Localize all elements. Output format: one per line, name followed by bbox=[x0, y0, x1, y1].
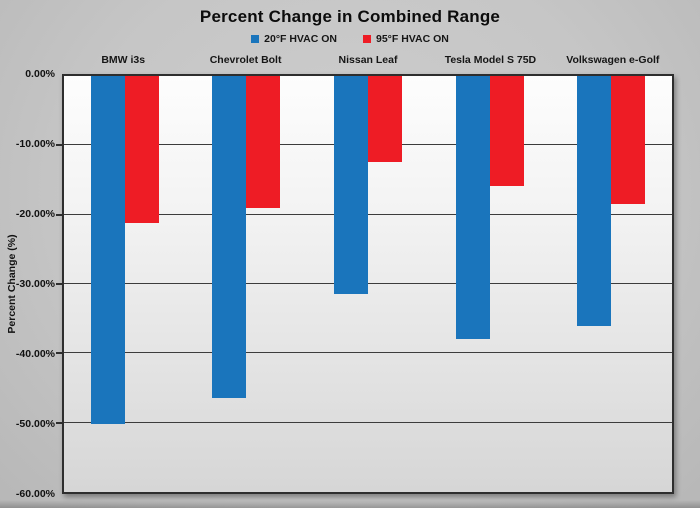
y-axis-label: -40.00% bbox=[15, 348, 55, 360]
category-label-volkswagen-e-golf: Volkswagen e-Golf bbox=[566, 54, 660, 66]
chart-title: Percent Change in Combined Range bbox=[199, 7, 501, 26]
bar bbox=[611, 76, 646, 204]
y-axis-label: -60.00% bbox=[15, 488, 55, 500]
bar-group-tesla-model-s-75d bbox=[429, 76, 551, 492]
legend-swatch-red-icon bbox=[363, 35, 371, 43]
y-axis-label: -50.00% bbox=[15, 418, 55, 430]
bar bbox=[577, 76, 612, 326]
gridline bbox=[64, 283, 672, 284]
y-axis-tick bbox=[56, 283, 62, 285]
legend: 20°F HVAC ON 95°F HVAC ON bbox=[0, 33, 700, 45]
bar bbox=[246, 76, 281, 208]
bar bbox=[212, 76, 247, 399]
gridline bbox=[64, 213, 672, 215]
category-label-bmw-i3s: BMW i3s bbox=[101, 54, 146, 66]
y-axis-tick bbox=[56, 421, 62, 424]
gridline bbox=[64, 352, 672, 354]
bar bbox=[90, 76, 125, 425]
bars-layer bbox=[64, 76, 672, 492]
bar-group-volkswagen-e-golf bbox=[550, 76, 672, 492]
legend-item-95f: 95°F HVAC ON bbox=[363, 33, 449, 45]
bar bbox=[455, 76, 490, 340]
bar-group-nissan-leaf bbox=[307, 76, 429, 492]
legend-label-95f: 95°F HVAC ON bbox=[376, 33, 449, 45]
bar-group-bmw-i3s bbox=[64, 76, 186, 492]
bar bbox=[367, 76, 402, 162]
y-axis-label: -10.00% bbox=[15, 138, 55, 150]
bar bbox=[124, 76, 159, 223]
y-axis-tick bbox=[56, 144, 62, 147]
legend-swatch-blue-icon bbox=[251, 35, 260, 43]
legend-item-20f: 20°F HVAC ON bbox=[251, 33, 337, 45]
gridline bbox=[64, 421, 672, 423]
category-label-chevrolet-bolt: Chevrolet Bolt bbox=[209, 54, 282, 66]
legend-label-20f: 20°F HVAC ON bbox=[264, 33, 337, 45]
category-label-tesla-model-s-75d: Tesla Model S 75D bbox=[444, 54, 537, 66]
plot-area bbox=[56, 74, 674, 494]
category-axis: BMW i3s Chevrolet Bolt Nissan Leaf Tesla… bbox=[62, 54, 674, 66]
bar-group-chevrolet-bolt bbox=[186, 76, 308, 492]
bar bbox=[489, 76, 524, 187]
y-axis-label: -20.00% bbox=[15, 208, 55, 220]
y-axis-tick bbox=[56, 352, 62, 355]
y-axis-label: -30.00% bbox=[15, 278, 55, 290]
bar bbox=[333, 76, 368, 295]
category-label-nissan-leaf: Nissan Leaf bbox=[338, 54, 398, 66]
y-axis-tick bbox=[56, 213, 62, 216]
y-axis-label: 0.00% bbox=[25, 68, 55, 80]
